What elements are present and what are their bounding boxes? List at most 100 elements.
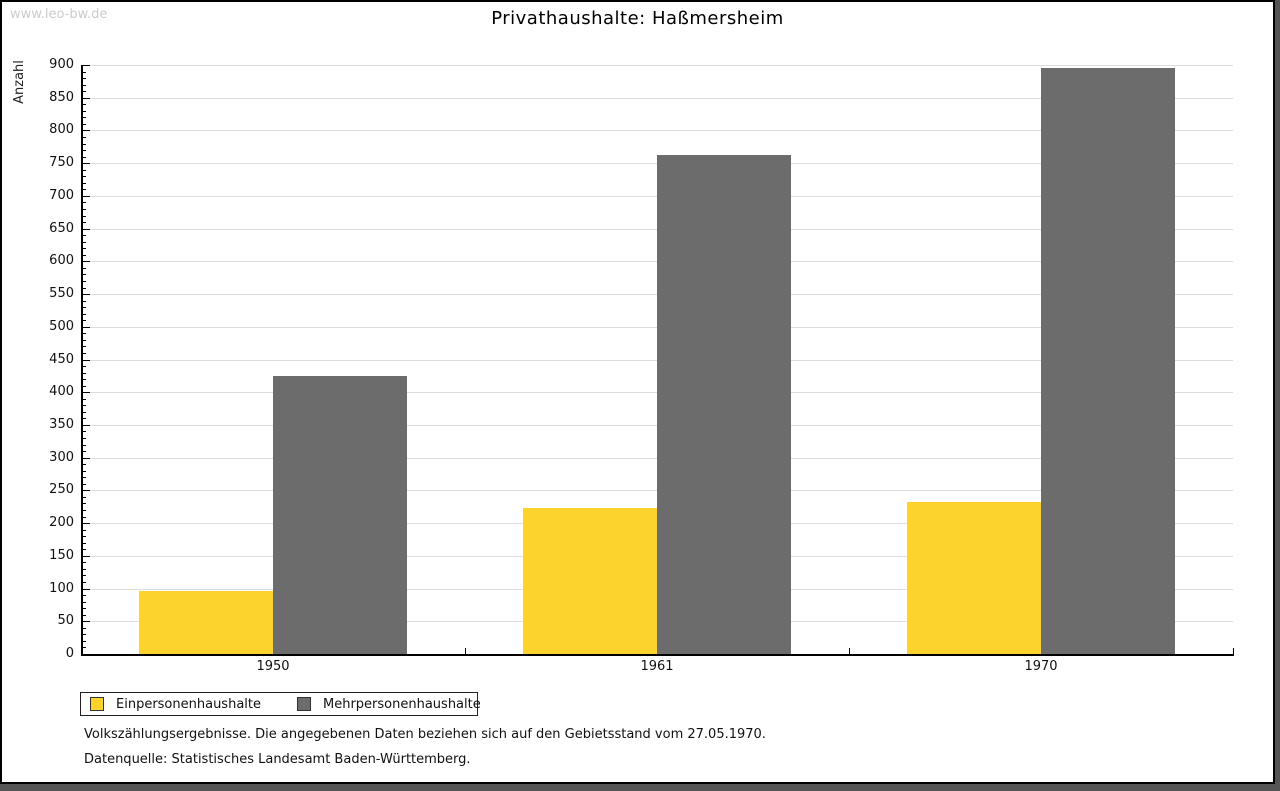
- y-major-tick-500: [82, 326, 90, 328]
- x-boundary-tick-0: [465, 648, 466, 654]
- bar-einpersonenhaushalte-1961: [523, 508, 657, 654]
- y-minor-tick-740: [82, 169, 86, 171]
- y-minor-tick-620: [82, 248, 86, 250]
- y-tick-label-900: 900: [49, 57, 74, 72]
- y-minor-tick-130: [82, 568, 86, 570]
- y-tick-label-350: 350: [49, 416, 74, 432]
- y-minor-tick-520: [82, 313, 86, 315]
- y-minor-tick-780: [82, 143, 86, 145]
- y-minor-tick-370: [82, 411, 86, 413]
- y-major-tick-350: [82, 424, 90, 426]
- y-minor-tick-30: [82, 634, 86, 636]
- y-minor-tick-280: [82, 470, 86, 472]
- x-boundary-tick-2: [1233, 648, 1234, 654]
- y-minor-tick-220: [82, 510, 86, 512]
- y-minor-tick-720: [82, 182, 86, 184]
- y-minor-tick-770: [82, 150, 86, 152]
- y-major-tick-250: [82, 490, 90, 492]
- y-minor-tick-430: [82, 372, 86, 374]
- y-tick-label-0: 0: [65, 646, 74, 661]
- y-minor-tick-570: [82, 280, 86, 282]
- y-tick-label-250: 250: [49, 482, 74, 498]
- y-major-tick-150: [82, 555, 90, 557]
- y-major-tick-800: [82, 130, 90, 132]
- y-minor-tick-80: [82, 601, 86, 603]
- y-minor-tick-210: [82, 516, 86, 518]
- y-axis: [81, 65, 83, 656]
- y-minor-tick-70: [82, 608, 86, 610]
- y-tick-label-300: 300: [49, 449, 74, 465]
- y-minor-tick-60: [82, 614, 86, 616]
- watermark: www.leo-bw.de: [10, 7, 108, 22]
- gridline-850: [82, 97, 1233, 99]
- y-minor-tick-230: [82, 503, 86, 505]
- y-minor-tick-580: [82, 274, 86, 276]
- y-tick-label-800: 800: [49, 122, 74, 138]
- legend-swatch-einpersonenhaushalte: [90, 697, 104, 711]
- y-minor-tick-820: [82, 117, 86, 119]
- y-minor-tick-540: [82, 300, 86, 302]
- y-minor-tick-310: [82, 451, 86, 453]
- y-tick-label-850: 850: [49, 89, 74, 105]
- x-category-label-1970: 1970: [1024, 659, 1058, 674]
- legend-item-mehrpersonenhaushalte: Mehrpersonenhaushalte: [297, 697, 481, 712]
- y-major-tick-600: [82, 261, 90, 263]
- y-minor-tick-680: [82, 208, 86, 210]
- y-minor-tick-10: [82, 647, 86, 649]
- y-major-tick-650: [82, 228, 90, 230]
- y-minor-tick-560: [82, 287, 86, 289]
- y-minor-tick-120: [82, 575, 86, 577]
- y-tick-label-450: 450: [49, 351, 74, 367]
- y-minor-tick-460: [82, 352, 86, 354]
- y-major-tick-700: [82, 195, 90, 197]
- y-minor-tick-330: [82, 438, 86, 440]
- legend: Einpersonenhaushalte Mehrpersonenhaushal…: [80, 692, 481, 716]
- y-minor-tick-40: [82, 627, 86, 629]
- y-minor-tick-890: [82, 71, 86, 73]
- y-minor-tick-380: [82, 405, 86, 407]
- y-minor-tick-90: [82, 595, 86, 597]
- legend-label: Einpersonenhaushalte: [116, 696, 261, 712]
- y-minor-tick-880: [82, 78, 86, 80]
- y-major-tick-400: [82, 392, 90, 394]
- y-minor-tick-420: [82, 379, 86, 381]
- y-minor-tick-170: [82, 542, 86, 544]
- y-tick-label-700: 700: [49, 187, 74, 203]
- x-category-label-1950: 1950: [256, 659, 290, 674]
- y-minor-tick-710: [82, 189, 86, 191]
- y-tick-label-750: 750: [49, 155, 74, 171]
- y-minor-tick-160: [82, 549, 86, 551]
- y-minor-tick-660: [82, 222, 86, 224]
- y-minor-tick-630: [82, 241, 86, 243]
- bar-mehrpersonenhaushalte-1961: [657, 155, 791, 654]
- y-major-tick-200: [82, 523, 90, 525]
- x-boundary-tick-1: [849, 648, 850, 654]
- y-minor-tick-530: [82, 307, 86, 309]
- bar-einpersonenhaushalte-1950: [139, 590, 273, 654]
- y-minor-tick-810: [82, 123, 86, 125]
- x-axis: [81, 654, 1234, 656]
- y-minor-tick-110: [82, 582, 86, 583]
- y-minor-tick-410: [82, 385, 86, 387]
- y-major-tick-100: [82, 588, 90, 590]
- y-minor-tick-670: [82, 215, 86, 217]
- y-minor-tick-440: [82, 366, 86, 368]
- gridline-900: [82, 65, 1233, 66]
- y-minor-tick-590: [82, 267, 86, 269]
- y-major-tick-300: [82, 457, 90, 459]
- y-minor-tick-860: [82, 91, 86, 93]
- y-major-tick-450: [82, 359, 90, 361]
- legend-label: Mehrpersonenhaushalte: [323, 696, 481, 712]
- bar-einpersonenhaushalte-1970: [907, 502, 1041, 654]
- x-category-label-1961: 1961: [640, 659, 674, 674]
- y-minor-tick-390: [82, 398, 86, 400]
- y-major-tick-750: [82, 163, 90, 165]
- y-minor-tick-190: [82, 529, 86, 531]
- y-tick-label-50: 50: [57, 613, 74, 629]
- y-minor-tick-240: [82, 496, 86, 498]
- y-minor-tick-490: [82, 333, 86, 335]
- y-major-tick-550: [82, 294, 90, 296]
- y-minor-tick-830: [82, 110, 86, 112]
